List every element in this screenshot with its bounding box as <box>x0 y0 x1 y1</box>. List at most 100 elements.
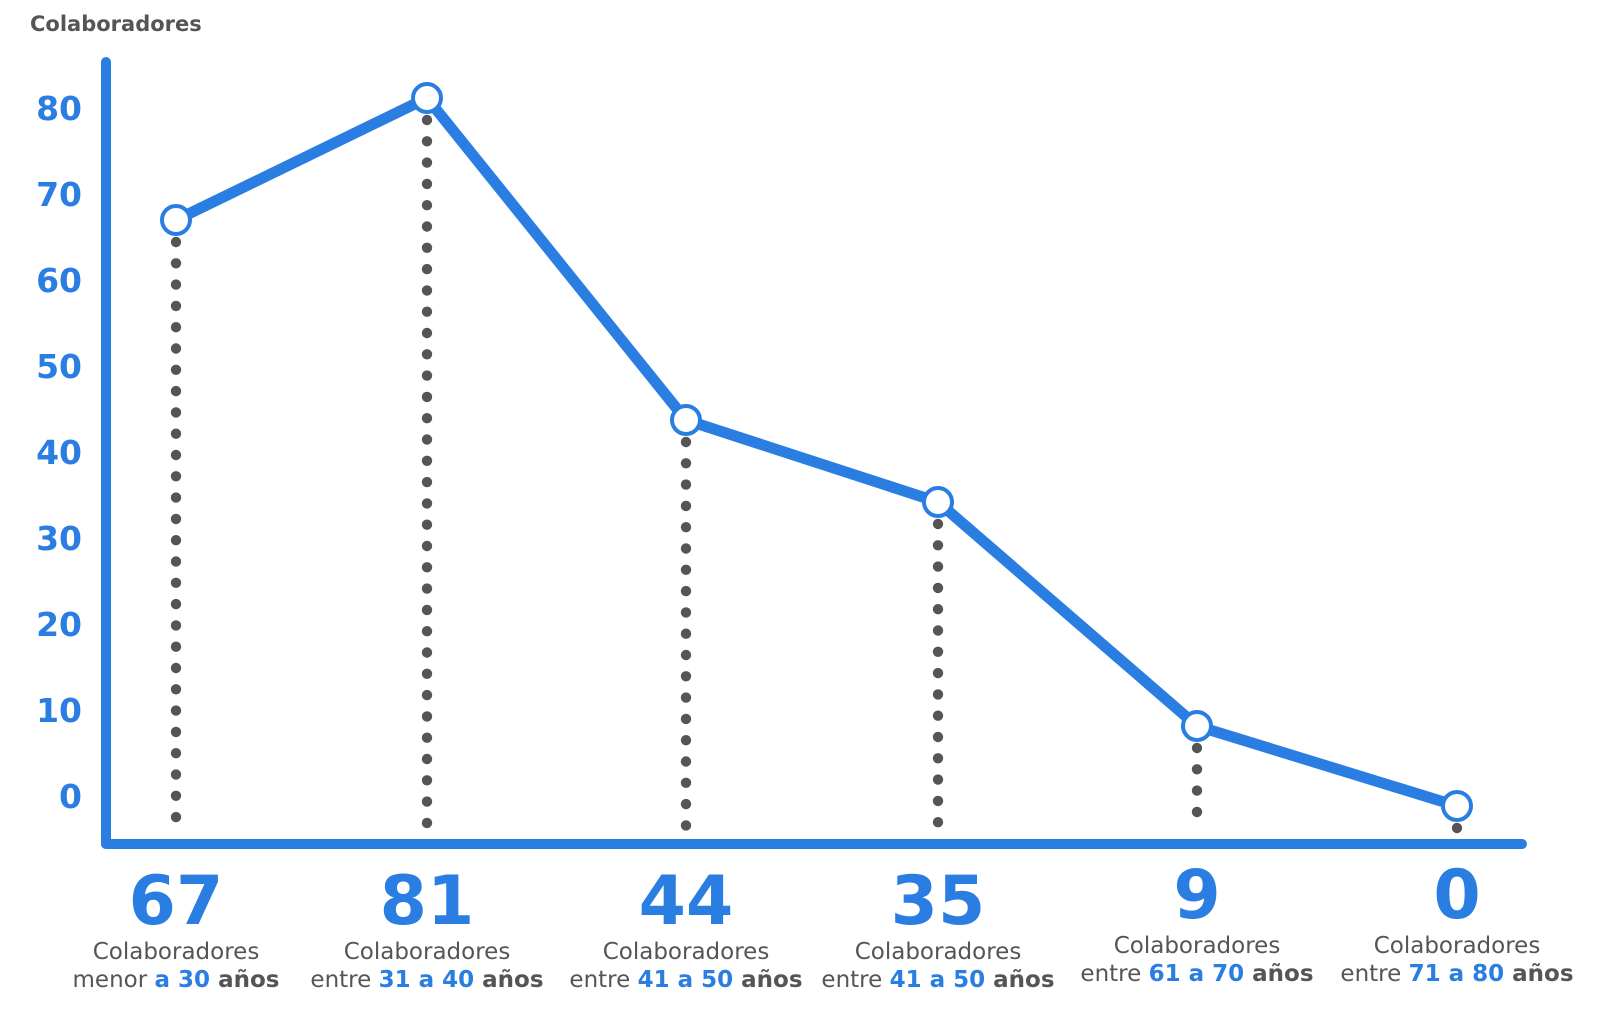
y-tick-label: 0 <box>59 777 82 816</box>
drop-line-dot <box>170 471 182 482</box>
category-value-label: 0 <box>1433 856 1481 935</box>
drop-line-dot <box>932 561 944 572</box>
drop-line-dot <box>932 582 944 594</box>
drop-line-dot <box>421 604 433 616</box>
category-line2: menor a 30 años <box>46 966 306 994</box>
drop-line-dot <box>421 178 433 190</box>
drop-line-dot <box>680 585 692 597</box>
series-line <box>170 92 1463 812</box>
drop-line-dot <box>170 620 182 631</box>
category-prefix: entre <box>1340 961 1409 987</box>
drop-line-dot <box>421 200 433 211</box>
drop-line-dot <box>680 628 692 639</box>
drop-line-dot <box>170 684 182 695</box>
drop-line-dot <box>680 671 692 682</box>
category-range: 41 a 50 <box>889 967 986 993</box>
category-suffix: años <box>985 967 1055 993</box>
drop-line-dot <box>421 476 433 488</box>
drop-line-dot <box>170 811 182 823</box>
data-point-marker <box>922 486 954 518</box>
drop-line-dot <box>421 519 433 530</box>
drop-line-dot <box>170 300 182 312</box>
drop-line-dot <box>680 649 692 661</box>
drop-line-dot <box>170 748 182 759</box>
drop-line-dot <box>680 777 692 788</box>
category-value-label: 35 <box>890 862 986 941</box>
drop-line-dot <box>680 607 692 618</box>
drop-line-dot <box>421 349 433 360</box>
category-prefix: entre <box>1080 961 1149 987</box>
category-value-label: 9 <box>1173 856 1221 935</box>
y-tick-label: 10 <box>36 691 82 730</box>
category-line2: entre 41 a 50 años <box>556 966 816 994</box>
drop-line-dot <box>421 817 433 829</box>
drop-line-dot <box>932 731 944 743</box>
category-range: 61 a 70 <box>1148 961 1245 987</box>
y-axis-title: Colaboradores <box>30 12 202 36</box>
drop-line-dot <box>1191 806 1203 818</box>
category-range: a 30 <box>154 967 211 993</box>
category-label: 67 Colaboradores menor a 30 años <box>46 866 306 994</box>
drop-line-dot <box>932 667 944 679</box>
category-line2: entre 61 a 70 años <box>1067 960 1327 988</box>
drop-line-dot <box>170 236 182 248</box>
drop-line-dot <box>932 646 944 657</box>
category-line1: Colaboradores <box>1373 933 1541 959</box>
category-line2: entre 71 a 80 años <box>1327 960 1587 988</box>
drop-line-dot <box>170 385 182 397</box>
drop-line-dot <box>932 625 944 636</box>
drop-line-dot <box>1191 742 1203 754</box>
drop-line-dot <box>932 540 944 551</box>
drop-line-dot <box>170 407 182 418</box>
drop-line-dot <box>421 583 433 594</box>
category-label: 9 Colaboradores entre 61 a 70 años <box>1067 860 1327 988</box>
drop-line-dot <box>170 662 182 674</box>
drop-line-dot <box>170 598 182 610</box>
drop-line-dot <box>421 434 433 445</box>
drop-line-dot <box>1191 785 1203 796</box>
drop-line-dot <box>1451 822 1463 834</box>
drop-line-dot <box>680 479 692 490</box>
drop-line-dot <box>170 769 182 780</box>
drop-line-dot <box>680 692 692 703</box>
drop-line-dot <box>421 263 433 275</box>
category-suffix: años <box>1504 961 1574 987</box>
drop-line-dot <box>421 455 433 466</box>
drop-line-dot <box>421 306 433 317</box>
drop-line-dot <box>170 492 182 503</box>
drop-line-dot <box>421 647 433 658</box>
drop-line-dot <box>170 577 182 588</box>
y-tick-label: 80 <box>36 89 82 128</box>
y-tick-label: 20 <box>36 605 82 644</box>
drop-line-dot <box>680 820 692 831</box>
category-line1: Colaboradores <box>92 939 260 965</box>
category-label: 0 Colaboradores entre 71 a 80 años <box>1327 860 1587 988</box>
category-line2: entre 41 a 50 años <box>808 966 1068 994</box>
drop-line-dot <box>932 604 944 615</box>
drop-line-dot <box>421 370 433 381</box>
category-label: 44 Colaboradores entre 41 a 50 años <box>556 866 816 994</box>
drop-line-dot <box>170 428 182 439</box>
drop-line-dot <box>421 753 433 765</box>
drop-line-dot <box>421 711 433 722</box>
category-line2: entre 31 a 40 años <box>297 966 557 994</box>
drop-line-dot <box>170 258 182 269</box>
category-value-label: 81 <box>379 862 475 941</box>
drop-line-dot <box>421 114 433 126</box>
drop-line-dot <box>680 436 692 448</box>
drop-line-dot <box>421 562 433 573</box>
drop-line-dot <box>932 795 944 807</box>
drop-line-dot <box>421 689 433 701</box>
category-range: 31 a 40 <box>378 967 475 993</box>
drop-line-dot <box>932 753 944 764</box>
category-label: 35 Colaboradores entre 41 a 50 años <box>808 866 1068 994</box>
category-suffix: años <box>1244 961 1314 987</box>
category-range: 41 a 50 <box>637 967 734 993</box>
drop-line-dot <box>170 556 182 567</box>
drop-line-dot <box>170 641 182 652</box>
drop-line-dot <box>421 668 433 679</box>
drop-line-dot <box>680 756 692 767</box>
drop-line-dot <box>932 774 944 785</box>
drop-line-dot <box>680 735 692 746</box>
category-line1: Colaboradores <box>854 939 1022 965</box>
